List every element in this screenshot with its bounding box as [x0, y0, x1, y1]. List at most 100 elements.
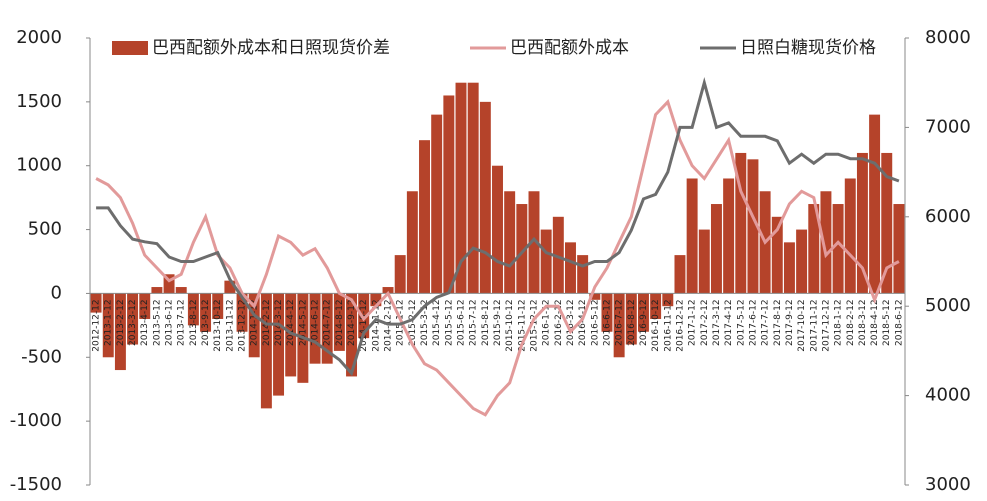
x-tick-label: 2013-9-12 [201, 299, 211, 346]
bar [187, 293, 199, 326]
y-tick-label: -500 [21, 346, 62, 367]
bar [710, 204, 722, 294]
bar [565, 242, 576, 294]
x-tick-label: 2016-5-12 [590, 299, 600, 346]
x-tick-label: 2014-10-12 [359, 299, 369, 351]
bar [321, 293, 333, 364]
x-tick-label: 2013-11-12 [225, 299, 235, 351]
x-tick-label: 2014-8-12 [335, 299, 345, 346]
x-tick-label: 2016-9-12 [639, 299, 649, 346]
bar [175, 287, 187, 294]
y-tick-label: 1500 [16, 91, 62, 112]
bar [796, 229, 808, 294]
bar [869, 114, 881, 294]
bar [808, 204, 820, 294]
x-tick-label: 2017-12-12 [821, 299, 831, 351]
x-tick-label: 2017-7-12 [761, 299, 771, 346]
x-tick-label: 2013-6-12 [165, 299, 175, 346]
bar [881, 152, 893, 294]
x-tick-label: 2013-3-12 [128, 299, 138, 346]
y2-tick-label: 8000 [925, 27, 971, 48]
x-tick-label: 2013-7-12 [177, 299, 187, 346]
bar [723, 178, 735, 294]
x-tick-label: 2016-10-12 [651, 299, 661, 351]
bar [504, 191, 516, 294]
x-tick-label: 2015-6-12 [457, 299, 467, 346]
bar [358, 293, 370, 339]
bar [333, 293, 345, 351]
bar [735, 152, 747, 294]
y2-tick-label: 6000 [925, 206, 971, 227]
bar [844, 178, 856, 294]
bar [856, 152, 868, 294]
bar [127, 293, 139, 345]
legend-label: 巴西配额外成本 [510, 38, 629, 58]
bar [686, 178, 698, 294]
bar [698, 229, 710, 294]
bar [528, 191, 540, 294]
bar [212, 293, 224, 319]
line [95, 99, 900, 417]
bar [370, 293, 382, 307]
bar [893, 204, 905, 294]
x-tick-label: 2015-3-12 [420, 299, 430, 346]
x-tick-label: 2018-1-12 [834, 299, 844, 346]
bar [309, 293, 321, 364]
x-tick-label: 2017-6-12 [748, 299, 758, 346]
y-tick-label: -1500 [10, 474, 62, 495]
bar [783, 242, 795, 294]
x-tick-label: 2015-4-12 [432, 299, 442, 346]
x-tick-label: 2015-11-12 [517, 299, 527, 351]
bar [163, 274, 175, 294]
x-tick-label: 2016-4-12 [578, 299, 588, 346]
bar [200, 293, 212, 332]
x-tick-label: 2013-2-12 [116, 299, 126, 346]
legend-label: 日照白糖现货价格 [740, 38, 876, 58]
bar [589, 293, 601, 300]
bar [285, 293, 297, 377]
x-tick-label: 2017-11-12 [809, 299, 819, 351]
bar [662, 293, 674, 307]
x-tick-label: 2015-7-12 [469, 299, 479, 346]
y-tick-label: 0 [51, 282, 62, 303]
bar [443, 95, 455, 294]
x-tick-label: 2018-5-12 [882, 299, 892, 346]
bar [674, 255, 686, 294]
x-tick-label: 2016-11-12 [663, 299, 673, 351]
x-tick-label: 2015-5-12 [444, 299, 454, 346]
x-tick-label: 2015-10-12 [505, 299, 515, 351]
x-tick-label: 2014-1-12 [250, 299, 260, 346]
x-tick-label: 2013-12-12 [238, 299, 248, 351]
x-tick-label: 2017-8-12 [773, 299, 783, 346]
bar [771, 216, 783, 294]
x-tick-label: 2015-8-12 [481, 299, 491, 346]
x-tick-label: 2014-11-12 [371, 299, 381, 351]
x-tick-label: 2016-6-12 [602, 299, 612, 346]
y2-tick-label: 4000 [925, 385, 971, 406]
x-tick-label: 2012-12-12 [92, 299, 102, 351]
bar [492, 165, 503, 294]
bar [90, 293, 102, 313]
x-tick-label: 2014-4-12 [286, 299, 296, 346]
x-tick-label: 2018-2-12 [846, 299, 856, 346]
x-tick-label: 2018-3-12 [858, 299, 868, 346]
x-tick-label: 2017-3-12 [712, 299, 722, 346]
legend-swatch [112, 41, 148, 55]
x-tick-label: 2016-7-12 [615, 299, 625, 346]
bar [394, 255, 406, 294]
bar [406, 191, 418, 294]
x-tick-label: 2016-2-12 [554, 299, 564, 346]
bar [479, 101, 491, 294]
bar [625, 293, 637, 345]
x-tick-label: 2015-2-12 [408, 299, 418, 346]
x-tick-label: 2017-1-12 [688, 299, 698, 346]
bar [273, 293, 285, 396]
x-tick-label: 2014-7-12 [323, 299, 333, 346]
x-tick-label: 2015-9-12 [493, 299, 503, 346]
bar [540, 229, 552, 294]
bar [467, 82, 479, 294]
bar [248, 293, 260, 358]
bar [820, 191, 832, 294]
bar [102, 293, 114, 358]
